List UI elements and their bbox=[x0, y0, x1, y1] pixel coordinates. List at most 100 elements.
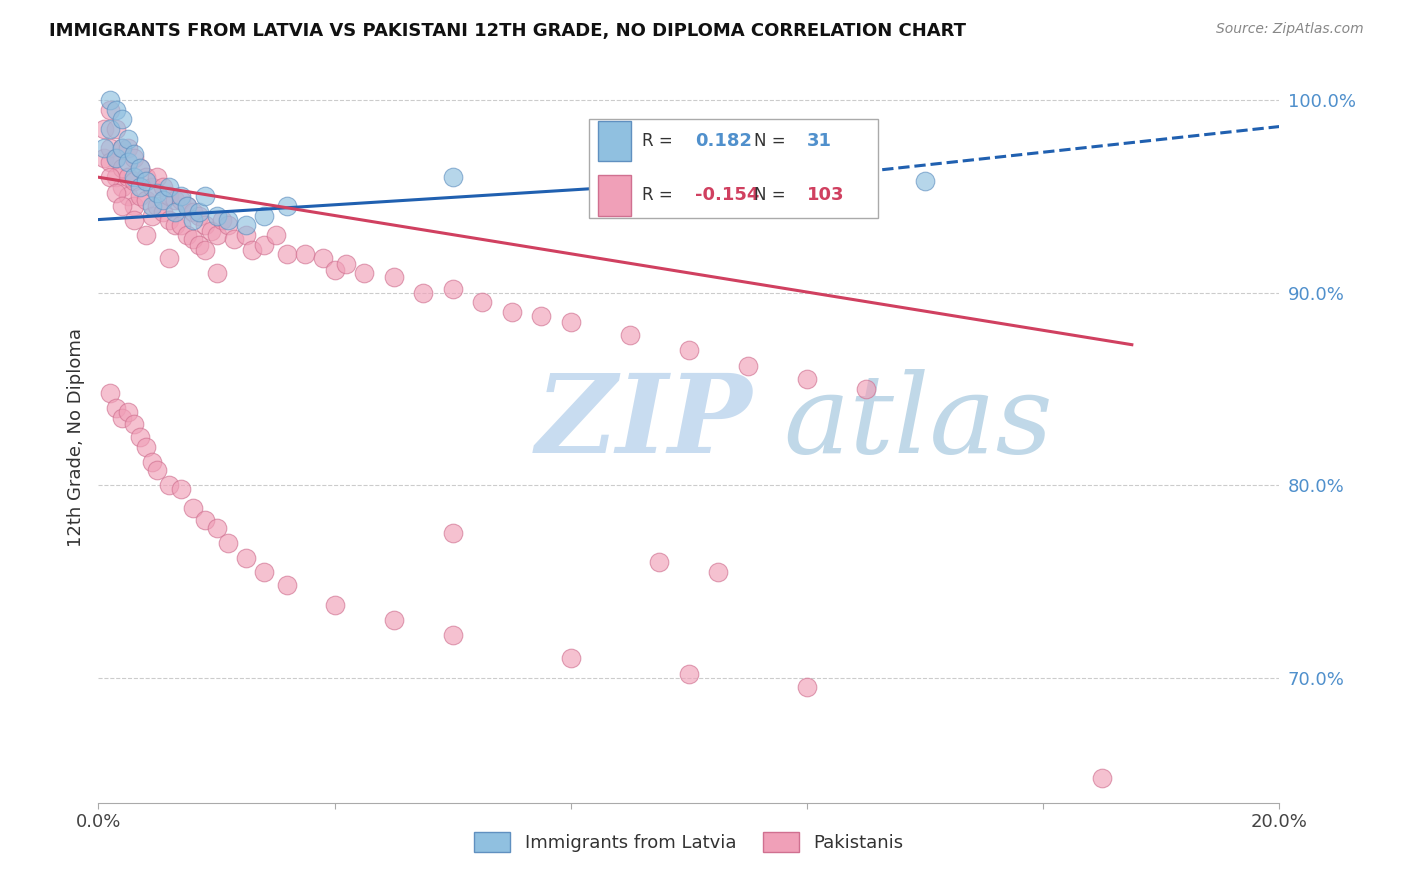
Point bbox=[105, 186, 128, 200]
Point bbox=[146, 186, 169, 200]
Point bbox=[157, 179, 180, 194]
Point bbox=[98, 103, 121, 117]
Point bbox=[170, 482, 193, 496]
Point bbox=[152, 179, 174, 194]
Point bbox=[122, 147, 145, 161]
Text: IMMIGRANTS FROM LATVIA VS PAKISTANI 12TH GRADE, NO DIPLOMA CORRELATION CHART: IMMIGRANTS FROM LATVIA VS PAKISTANI 12TH… bbox=[49, 22, 966, 40]
Point bbox=[205, 267, 228, 281]
Point bbox=[141, 209, 163, 223]
Point bbox=[135, 170, 157, 185]
Point bbox=[240, 244, 263, 258]
Point bbox=[165, 205, 187, 219]
Text: -0.154: -0.154 bbox=[695, 186, 759, 204]
Point bbox=[176, 199, 198, 213]
Point bbox=[146, 170, 169, 185]
Point bbox=[253, 237, 276, 252]
Point bbox=[93, 151, 115, 165]
Point bbox=[146, 463, 169, 477]
Point bbox=[122, 151, 145, 165]
Point bbox=[335, 257, 357, 271]
Point bbox=[98, 154, 121, 169]
Point bbox=[170, 194, 193, 208]
Point bbox=[323, 262, 346, 277]
Point bbox=[117, 141, 139, 155]
Point bbox=[382, 613, 405, 627]
Point bbox=[105, 103, 128, 117]
Point bbox=[165, 194, 187, 208]
Point bbox=[323, 598, 346, 612]
Point bbox=[217, 212, 239, 227]
Point bbox=[152, 194, 174, 208]
Point bbox=[264, 227, 287, 242]
Point bbox=[648, 555, 671, 569]
Point bbox=[122, 417, 145, 431]
Text: R =: R = bbox=[641, 186, 678, 204]
Text: 103: 103 bbox=[807, 186, 845, 204]
Point bbox=[165, 219, 187, 233]
Point bbox=[181, 205, 204, 219]
Point bbox=[128, 161, 150, 175]
Point bbox=[235, 551, 257, 566]
Text: Source: ZipAtlas.com: Source: ZipAtlas.com bbox=[1216, 22, 1364, 37]
Point bbox=[441, 628, 464, 642]
Point bbox=[105, 151, 128, 165]
Point bbox=[141, 199, 163, 213]
Point bbox=[105, 401, 128, 416]
Point bbox=[205, 209, 228, 223]
Point bbox=[117, 154, 139, 169]
Point bbox=[200, 224, 222, 238]
Point bbox=[176, 227, 198, 242]
Point bbox=[187, 205, 209, 219]
Point bbox=[187, 209, 209, 223]
Point bbox=[855, 382, 877, 396]
Point bbox=[157, 251, 180, 265]
Point bbox=[111, 141, 134, 155]
Point bbox=[111, 161, 134, 175]
Point bbox=[194, 513, 217, 527]
Point bbox=[253, 565, 276, 579]
Legend: Immigrants from Latvia, Pakistanis: Immigrants from Latvia, Pakistanis bbox=[467, 824, 911, 860]
Point bbox=[253, 209, 276, 223]
Point bbox=[619, 328, 641, 343]
Point bbox=[141, 179, 163, 194]
Text: N =: N = bbox=[754, 132, 790, 150]
Point bbox=[194, 189, 217, 203]
Text: R =: R = bbox=[641, 132, 678, 150]
FancyBboxPatch shape bbox=[598, 176, 631, 216]
Point bbox=[194, 219, 217, 233]
Point bbox=[796, 372, 818, 386]
Point bbox=[211, 212, 233, 227]
Point bbox=[135, 174, 157, 188]
Point bbox=[205, 520, 228, 534]
Point bbox=[441, 526, 464, 541]
Point bbox=[111, 179, 134, 194]
Point bbox=[117, 189, 139, 203]
Point bbox=[441, 170, 464, 185]
Point bbox=[412, 285, 434, 300]
Point bbox=[111, 410, 134, 425]
Point bbox=[276, 199, 298, 213]
Point bbox=[122, 212, 145, 227]
Point bbox=[128, 430, 150, 444]
Point bbox=[157, 478, 180, 492]
Text: ZIP: ZIP bbox=[536, 368, 752, 476]
Point bbox=[141, 455, 163, 469]
Point bbox=[914, 174, 936, 188]
Point bbox=[105, 151, 128, 165]
Point bbox=[98, 141, 121, 155]
Point bbox=[560, 315, 582, 329]
Point bbox=[128, 161, 150, 175]
Point bbox=[128, 179, 150, 194]
Point bbox=[111, 112, 134, 127]
Point bbox=[135, 194, 157, 208]
Point bbox=[122, 170, 145, 185]
Point bbox=[111, 199, 134, 213]
Point bbox=[157, 189, 180, 203]
Point bbox=[471, 295, 494, 310]
Point bbox=[1091, 771, 1114, 785]
Point bbox=[117, 405, 139, 419]
FancyBboxPatch shape bbox=[598, 121, 631, 161]
Point bbox=[135, 227, 157, 242]
Text: atlas: atlas bbox=[783, 368, 1053, 476]
Point bbox=[235, 227, 257, 242]
